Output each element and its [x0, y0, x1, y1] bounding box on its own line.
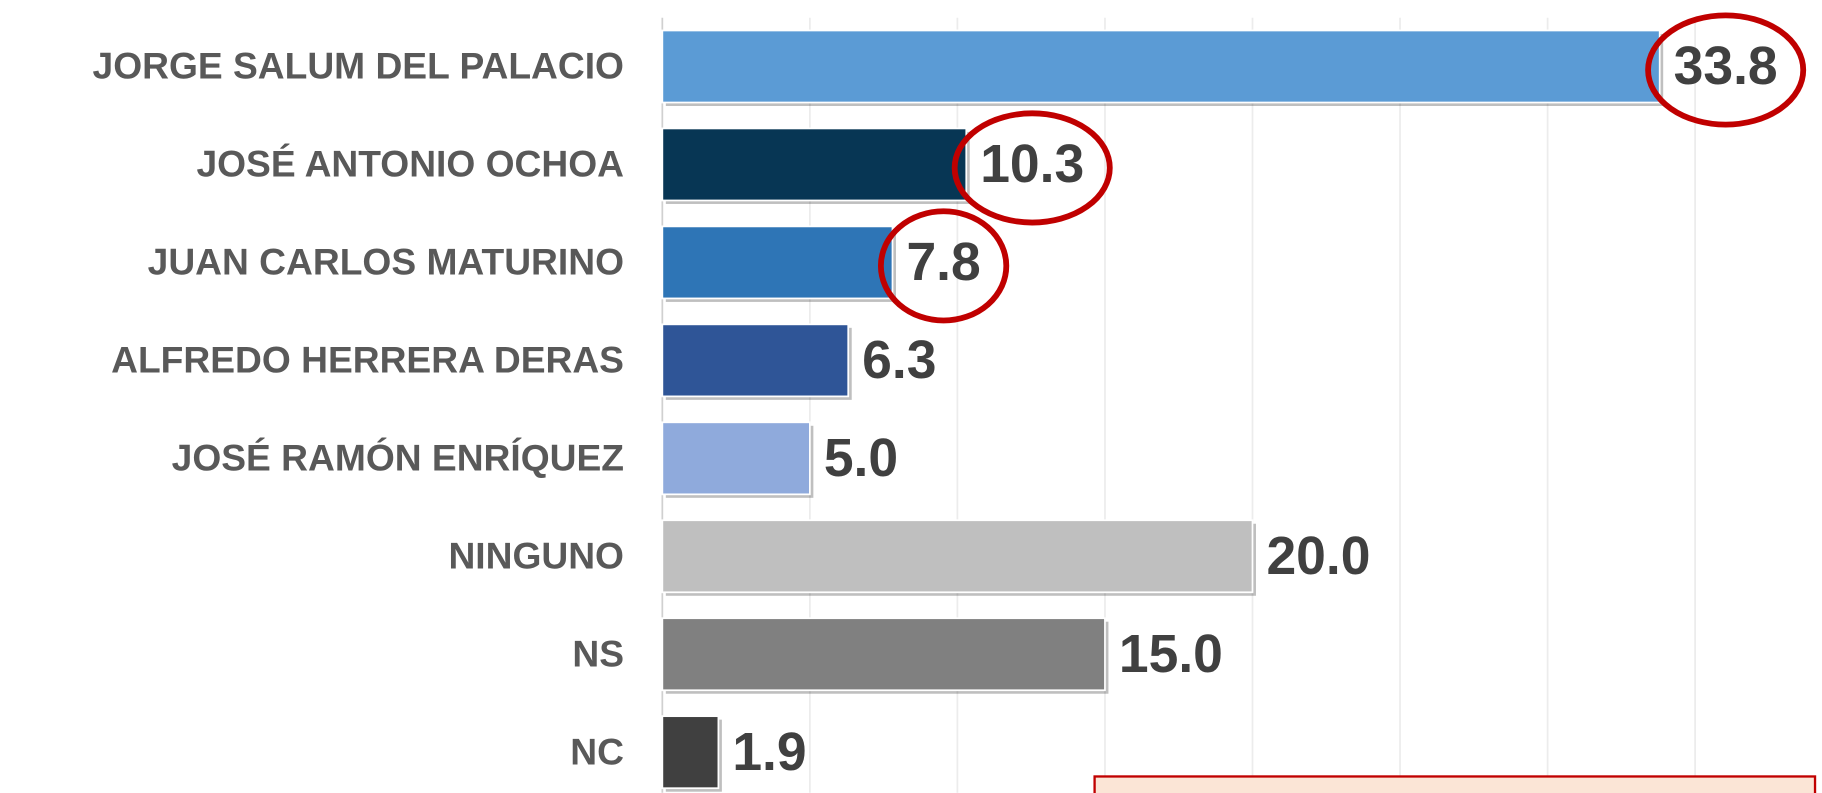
- category-label: JUAN CARLOS MATURINO: [148, 241, 624, 283]
- value-label: 20.0: [1266, 527, 1370, 586]
- category-label: JOSÉ RAMÓN ENRÍQUEZ: [172, 436, 624, 478]
- bar: [661, 29, 1661, 104]
- value-label: 5.0: [824, 429, 898, 488]
- category-label: ALFREDO HERRERA DERAS: [111, 339, 624, 381]
- highlight-circle: [951, 110, 1113, 226]
- category-label: JOSÉ ANTONIO OCHOA: [196, 143, 624, 185]
- category-label: JORGE SALUM DEL PALACIO: [93, 45, 624, 87]
- value-label: 7.8: [906, 233, 980, 292]
- category-label: NINGUNO: [448, 534, 624, 576]
- bar: [661, 225, 894, 300]
- category-label: NC: [570, 730, 624, 772]
- bar: [661, 127, 968, 202]
- bar: [661, 421, 811, 496]
- value-label: 10.3: [980, 135, 1084, 194]
- bar: [661, 519, 1254, 594]
- bar: [661, 617, 1106, 692]
- value-label: 1.9: [732, 723, 806, 782]
- value-label: 33.8: [1674, 37, 1778, 96]
- category-label: NS: [572, 632, 624, 674]
- note-box: [1093, 775, 1817, 793]
- value-label: 6.3: [862, 331, 936, 390]
- highlight-circle: [877, 208, 1010, 324]
- highlight-circle: [1645, 12, 1807, 128]
- value-label: 15.0: [1119, 625, 1223, 684]
- bar: [661, 715, 720, 790]
- bar: [661, 323, 850, 398]
